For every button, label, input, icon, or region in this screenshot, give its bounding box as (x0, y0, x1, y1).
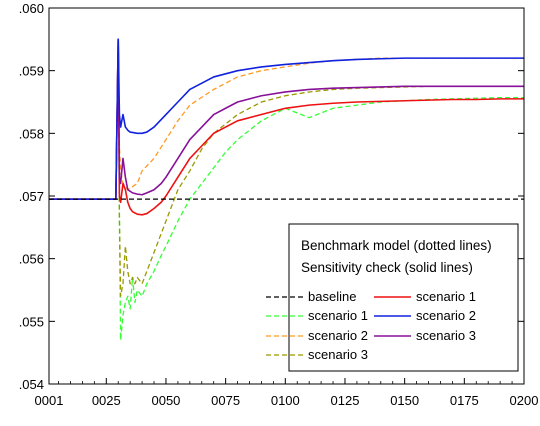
legend-label-benchmark-scenario-3: scenario 3 (308, 347, 368, 362)
x-tick-label: 0075 (211, 393, 240, 408)
y-tick-label: .056 (19, 252, 44, 267)
legend-label-baseline: baseline (308, 289, 356, 304)
x-tick-label: 0125 (331, 393, 360, 408)
x-tick-label: 0150 (390, 393, 419, 408)
legend: Benchmark model (dotted lines) Sensitivi… (266, 223, 519, 372)
axes: 0001 0025 0050 0075 0100 0125 0150 0175 0200 .054… (19, 1, 539, 408)
legend-label-benchmark-scenario-2: scenario 2 (308, 328, 368, 343)
series-line-4-scenario-1 (49, 38, 524, 216)
x-tick-label: 0175 (450, 393, 479, 408)
x-tick-label: 0200 (510, 393, 539, 408)
y-tick-label: .058 (19, 126, 44, 141)
legend-header-benchmark: Benchmark model (dotted lines) (301, 238, 492, 253)
y-tick-label: .055 (19, 314, 44, 329)
legend-label-sensitivity-scenario-2: scenario 2 (416, 308, 476, 323)
series-line-6-scenario-3 (49, 38, 524, 200)
y-tick-label: .054 (19, 377, 44, 392)
legend-label-sensitivity-scenario-1: scenario 1 (416, 289, 476, 304)
series-line-5-scenario-2 (49, 38, 524, 200)
x-tick-label: 0100 (271, 393, 300, 408)
x-tick-label: 0001 (35, 393, 64, 408)
y-tick-label: .057 (19, 189, 44, 204)
y-tick-label: .059 (19, 64, 44, 79)
y-tick-label: .060 (19, 1, 44, 16)
x-tick-label: 0050 (151, 393, 180, 408)
legend-header-sensitivity: Sensitivity check (solid lines) (301, 260, 473, 275)
x-tick-label: 0025 (92, 393, 121, 408)
plot-area (49, 38, 524, 341)
legend-label-sensitivity-scenario-3: scenario 3 (416, 328, 476, 343)
legend-label-benchmark-scenario-1: scenario 1 (308, 308, 368, 323)
